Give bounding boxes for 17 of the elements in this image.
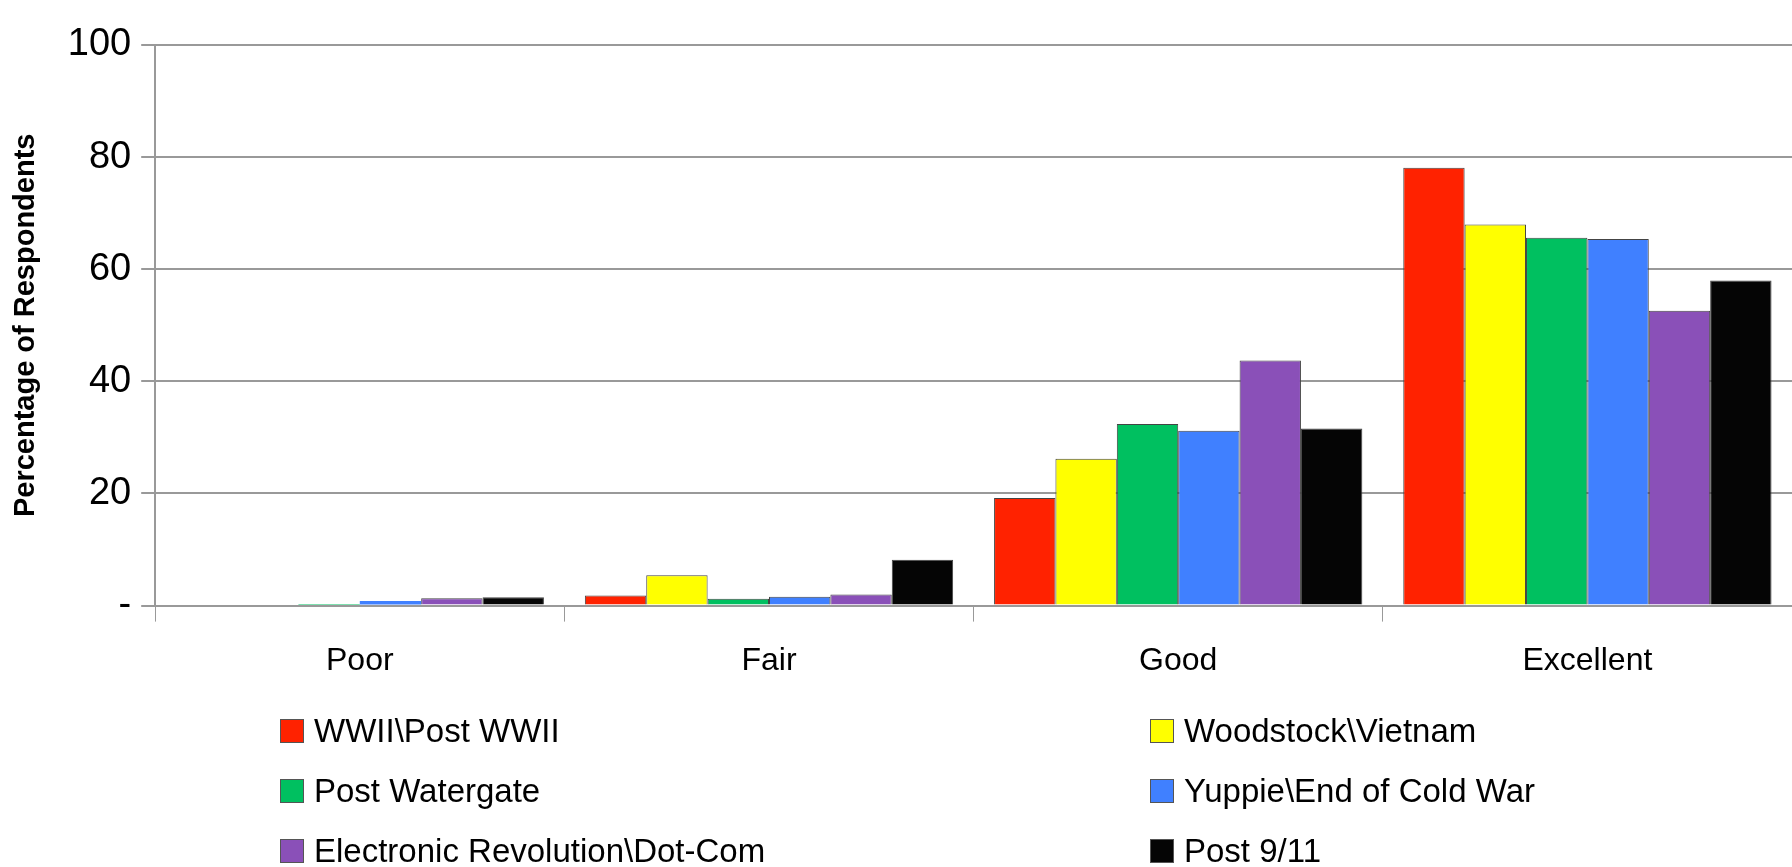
legend-label: Post Watergate bbox=[314, 772, 541, 810]
legend-label: Post 9/11 bbox=[1184, 832, 1321, 867]
legend-label: Yuppie\End of Cold War bbox=[1184, 772, 1535, 810]
legend-label: WWII\Post WWII bbox=[314, 712, 560, 750]
legend-label: Electronic Revolution\Dot-Com bbox=[314, 832, 766, 867]
x-tick-label: Poor bbox=[326, 640, 394, 677]
y-tick-label: 60 bbox=[88, 245, 132, 288]
legend-label: Woodstock\Vietnam bbox=[1184, 712, 1477, 750]
x-tick-label: Good bbox=[1139, 640, 1218, 677]
x-tick-label: Excellent bbox=[1522, 640, 1653, 677]
y-tick-label: 20 bbox=[88, 469, 132, 512]
y-tick-label: 40 bbox=[88, 357, 132, 400]
y-axis-title: Percentage of Respondents bbox=[8, 133, 41, 518]
y-tick-label: - bbox=[118, 582, 132, 625]
y-tick-label: 80 bbox=[88, 133, 132, 176]
x-tick-label: Fair bbox=[741, 640, 797, 677]
y-tick-label: 100 bbox=[67, 21, 132, 64]
